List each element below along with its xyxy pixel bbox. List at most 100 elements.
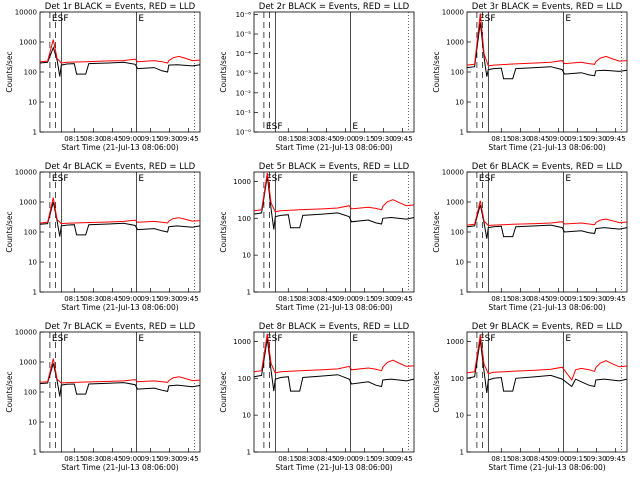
y-tick-label: 1000: [233, 338, 251, 346]
y-axis-label: Counts/sec: [432, 211, 441, 252]
x-tick-label: 09:00: [335, 135, 355, 143]
x-tick-label: 08:15: [278, 455, 298, 463]
y-tick-label: 10⁻⁰: [236, 129, 252, 137]
y-tick-label: 10⁻¹: [236, 109, 252, 117]
y-tick-label: 1000: [19, 199, 37, 207]
x-tick-label: 09:45: [392, 295, 412, 303]
x-tick-label: 08:30: [297, 455, 317, 463]
y-tick-label: 10: [242, 412, 251, 420]
y-tick-label: 1000: [233, 178, 251, 186]
y-axis-label: Counts/sec: [219, 371, 228, 412]
y-axis-label: Counts/sec: [219, 211, 228, 252]
marker-label-e: E: [565, 14, 571, 24]
series-line-lld: [466, 334, 628, 382]
x-tick-label: 08:30: [297, 295, 317, 303]
series-line-lld: [253, 172, 415, 213]
x-tick-label: 08:30: [83, 295, 103, 303]
marker-label-f: F: [63, 14, 68, 24]
series-line-lld: [466, 200, 628, 227]
x-tick-label: 08:15: [491, 135, 511, 143]
x-tick-label: 09:30: [586, 455, 606, 463]
x-tick-label: 09:00: [335, 455, 355, 463]
marker-label-e: E: [565, 334, 571, 344]
plot-frame: [253, 11, 415, 133]
y-tick-label: 1: [460, 129, 464, 137]
x-tick-label: 09:45: [178, 135, 198, 143]
marker-label-s: S: [272, 334, 278, 344]
marker-label-s: S: [485, 14, 491, 24]
x-axis-label: Start Time (21-Jul-13 08:06:00): [61, 463, 178, 472]
marker-label-f: F: [63, 334, 68, 344]
x-tick-label: 09:15: [567, 455, 587, 463]
series-line-events: [466, 204, 628, 239]
marker-label-e: E: [52, 174, 58, 184]
plot-frame: [466, 171, 628, 293]
x-axis-label: Start Time (21-Jul-13 08:06:00): [275, 303, 392, 312]
x-tick-label: 09:00: [335, 295, 355, 303]
x-tick-label: 08:15: [491, 295, 511, 303]
x-tick-label: 09:00: [548, 295, 568, 303]
x-tick-label: 08:30: [83, 135, 103, 143]
x-tick-label: 08:45: [102, 295, 122, 303]
x-tick-label: 09:30: [373, 135, 393, 143]
marker-label-e: E: [479, 334, 485, 344]
marker-label-e: E: [565, 174, 571, 184]
y-tick-label: 1000: [446, 39, 464, 47]
marker-label-f: F: [490, 174, 495, 184]
y-tick-label: 10⁻⁶: [236, 11, 252, 19]
marker-label-e: E: [266, 122, 272, 132]
marker-label-f: F: [277, 122, 282, 132]
y-tick-label: 10000: [15, 329, 37, 337]
plot-frame: [39, 331, 201, 453]
marker-label-e: E: [479, 174, 485, 184]
x-tick-label: 08:45: [529, 135, 549, 143]
plot-frame: [253, 171, 415, 293]
x-tick-label: 08:30: [297, 135, 317, 143]
chart-title: Det 2r BLACK = Events, RED = LLD: [259, 2, 410, 12]
chart-title: Det 8r BLACK = Events, RED = LLD: [259, 322, 410, 332]
plot-frame: [39, 11, 201, 133]
y-tick-label: 100: [451, 69, 464, 77]
chart-title: Det 4r BLACK = Events, RED = LLD: [45, 162, 196, 172]
y-tick-label: 10000: [442, 9, 464, 17]
y-tick-label: 1000: [446, 338, 464, 346]
marker-label-e: E: [52, 14, 58, 24]
marker-label-e: E: [138, 174, 144, 184]
y-tick-label: 100: [238, 215, 251, 223]
x-tick-label: 09:45: [392, 455, 412, 463]
x-tick-label: 09:00: [548, 135, 568, 143]
x-axis-label: Start Time (21-Jul-13 08:06:00): [488, 143, 605, 152]
marker-label-f: F: [490, 334, 495, 344]
y-tick-label: 10000: [442, 169, 464, 177]
y-tick-label: 10: [455, 259, 464, 267]
marker-label-s: S: [58, 334, 64, 344]
y-tick-label: 1000: [19, 359, 37, 367]
series-line-lld: [466, 13, 628, 67]
x-tick-label: 09:15: [140, 455, 160, 463]
series-line-lld: [39, 358, 201, 384]
x-tick-label: 09:45: [178, 455, 198, 463]
marker-label-f: F: [277, 334, 282, 344]
x-tick-label: 09:45: [178, 295, 198, 303]
x-tick-label: 09:15: [140, 295, 160, 303]
chart-title: Det 1r BLACK = Events, RED = LLD: [45, 2, 196, 12]
x-tick-label: 09:30: [373, 295, 393, 303]
x-tick-label: 08:15: [278, 295, 298, 303]
y-tick-label: 1: [460, 289, 464, 297]
y-axis-label: Counts/sec: [219, 51, 228, 92]
x-tick-label: 09:45: [605, 295, 625, 303]
plot-frame: [253, 331, 415, 453]
y-tick-label: 1: [460, 449, 464, 457]
y-tick-label: 1000: [19, 39, 37, 47]
x-tick-label: 08:15: [64, 455, 84, 463]
marker-label-f: F: [277, 174, 282, 184]
y-tick-label: 10⁻³: [236, 70, 252, 78]
marker-label-s: S: [485, 334, 491, 344]
y-tick-label: 10: [28, 99, 37, 107]
marker-label-s: S: [58, 14, 64, 24]
x-tick-label: 09:30: [586, 295, 606, 303]
